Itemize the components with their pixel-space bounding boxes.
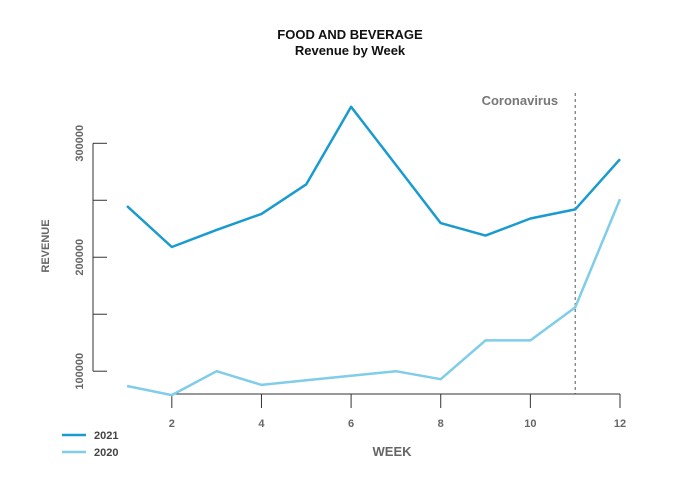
y-tick-label: 300000: [74, 125, 86, 162]
x-tick-label: 4: [258, 418, 265, 430]
annotation-layer: Coronavirus: [482, 93, 576, 394]
legend-label-2020: 2020: [94, 447, 118, 459]
coronavirus-annotation-label: Coronavirus: [482, 93, 559, 108]
x-tick-label: 12: [614, 418, 626, 430]
x-axis-title: WEEK: [373, 444, 413, 459]
chart-title: FOOD AND BEVERAGE: [277, 27, 423, 42]
y-tick-label: 200000: [74, 239, 86, 276]
x-tick-label: 10: [524, 418, 536, 430]
legend: 2021 2020: [62, 430, 118, 459]
axes: 100000 200000 300000 2 4 6 8 10 12: [74, 125, 626, 430]
x-tick-label: 6: [348, 418, 354, 430]
legend-label-2021: 2021: [94, 430, 118, 442]
x-tick-label: 8: [438, 418, 444, 430]
series-line-2021: [126, 105, 621, 249]
series-lines: [126, 105, 622, 397]
x-tick-label: 2: [169, 418, 175, 430]
y-tick-label: 100000: [74, 353, 86, 390]
chart-subtitle: Revenue by Week: [295, 43, 406, 58]
y-axis-title: REVENUE: [40, 219, 52, 272]
series-line-2020: [126, 198, 622, 397]
